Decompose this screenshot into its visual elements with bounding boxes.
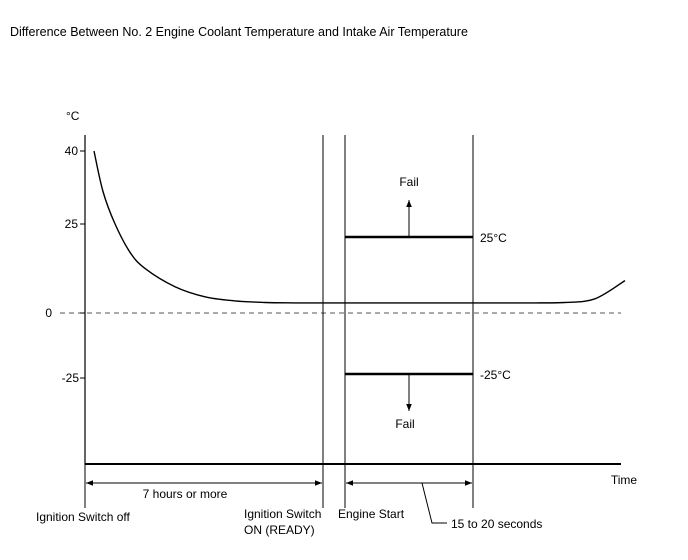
event-label-engine-start: Engine Start bbox=[338, 507, 405, 521]
y-tick-label-minus25: -25 bbox=[62, 371, 80, 385]
series-line bbox=[93, 150, 626, 304]
chart-title: Difference Between No. 2 Engine Coolant … bbox=[10, 25, 468, 39]
y-tick-label-40: 40 bbox=[65, 144, 79, 158]
threshold-label-lower: -25°C bbox=[480, 368, 511, 382]
interval-label-7-hours: 7 hours or more bbox=[143, 487, 228, 501]
event-label-ignition-on-line2: ON (READY) bbox=[244, 523, 315, 537]
x-axis-label: Time bbox=[611, 473, 638, 487]
y-tick-label-25: 25 bbox=[65, 217, 79, 231]
event-label-ignition-off: Ignition Switch off bbox=[36, 510, 130, 524]
threshold-label-upper: 25°C bbox=[480, 231, 507, 245]
y-axis-label: °C bbox=[66, 109, 80, 123]
event-label-ignition-on-line1: Ignition Switch bbox=[244, 507, 321, 521]
fail-label-upper: Fail bbox=[399, 175, 418, 189]
interval-label-15-20-seconds: 15 to 20 seconds bbox=[451, 517, 542, 531]
y-tick-label-0: 0 bbox=[45, 306, 52, 320]
interval-leader-line bbox=[421, 482, 447, 524]
fail-label-lower: Fail bbox=[395, 417, 414, 431]
